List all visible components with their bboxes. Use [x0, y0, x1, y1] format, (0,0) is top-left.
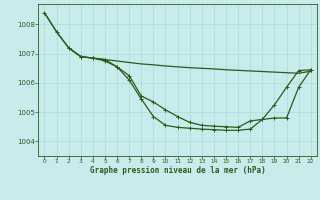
X-axis label: Graphe pression niveau de la mer (hPa): Graphe pression niveau de la mer (hPa) — [90, 166, 266, 175]
